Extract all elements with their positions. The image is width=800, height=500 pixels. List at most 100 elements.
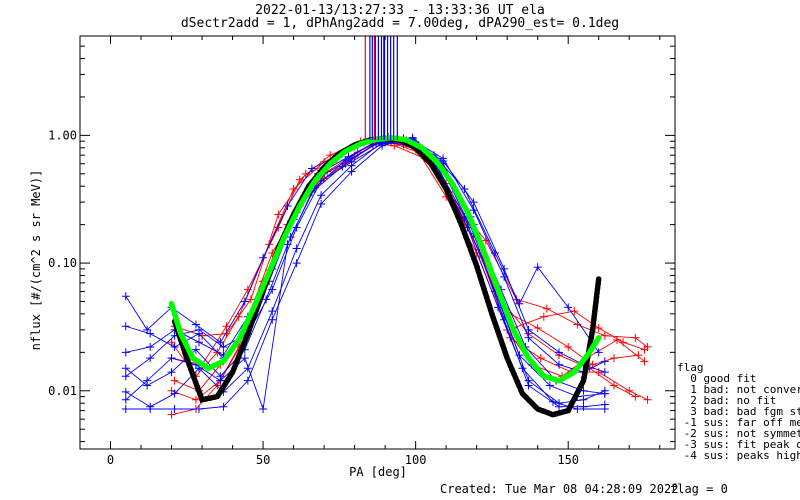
- series-point: [222, 322, 231, 331]
- flag-legend-item: 1 bad: not converge: [690, 383, 800, 396]
- series-point: [600, 389, 609, 398]
- series-point: [515, 351, 524, 360]
- series-point: [191, 395, 200, 404]
- series-point: [146, 404, 155, 413]
- series-point: [500, 272, 509, 281]
- series-point: [259, 253, 268, 262]
- series-point: [326, 151, 335, 160]
- x-axis-label: PA [deg]: [349, 465, 407, 479]
- series-point: [195, 404, 203, 413]
- series-point: [222, 329, 231, 338]
- series-point: [500, 264, 509, 273]
- series-point: [240, 354, 249, 363]
- vertical-marker-layer: [364, 36, 398, 140]
- series-point: [555, 399, 564, 408]
- y-tick-label: 0.10: [48, 256, 77, 270]
- series-point: [594, 348, 603, 357]
- series-point: [640, 357, 649, 366]
- series-point: [631, 333, 640, 342]
- series-point: [191, 320, 200, 329]
- y-tick-label: 0.01: [48, 384, 77, 398]
- series-point: [555, 360, 564, 369]
- series-point: [121, 387, 130, 396]
- series-point: [533, 263, 542, 272]
- plot-frame: [79, 35, 676, 450]
- series-point: [243, 376, 252, 385]
- series-point: [121, 404, 130, 413]
- fit-layer: [168, 134, 602, 418]
- series-point: [613, 335, 622, 344]
- created-timestamp: Created: Tue Mar 08 04:28:09 2022: [440, 482, 679, 496]
- series-point: [143, 376, 152, 385]
- series-point: [579, 402, 588, 411]
- series-point: [121, 292, 130, 301]
- series-point: [283, 240, 292, 249]
- series-point: [643, 395, 652, 404]
- series-point: [240, 297, 249, 306]
- series-point: [469, 206, 478, 215]
- series-point: [609, 354, 618, 363]
- chart-subtitle: dSectr2add = 1, dPhAng2add = 7.00deg, dP…: [180, 16, 620, 31]
- series-point: [268, 315, 277, 324]
- y-tick-label: 1.00: [48, 128, 77, 142]
- series-point: [524, 333, 533, 342]
- series-line-0: [171, 139, 639, 377]
- flag-legend: flag 0 good fit 1 bad: not converge 2 ba…: [677, 362, 800, 461]
- series-point: [524, 376, 533, 385]
- x-tick-label: 50: [256, 453, 270, 467]
- series-point: [634, 351, 643, 360]
- y-axis-label: nflux [#/(cm^2 s sr MeV)]: [29, 170, 43, 351]
- x-tick-label: 0: [107, 453, 114, 467]
- series-point: [170, 343, 179, 352]
- series-point: [347, 154, 356, 163]
- series-point: [167, 354, 176, 363]
- series-point: [600, 357, 609, 366]
- series-point: [121, 322, 130, 331]
- series-point: [542, 304, 551, 313]
- series-point: [121, 395, 130, 404]
- series-point: [579, 395, 588, 404]
- series-point: [317, 200, 326, 209]
- series-point: [283, 201, 292, 210]
- series-point: [146, 329, 155, 338]
- fit-curve-green: [168, 134, 602, 384]
- flag-legend-item: -4 sus: peaks high var: [683, 449, 800, 462]
- series-point: [262, 295, 271, 304]
- series-point: [292, 259, 301, 268]
- axes-layer: 0 50 100 150 0.01 0.10 1.00: [48, 35, 676, 467]
- series-point: [243, 285, 252, 294]
- series-line-6: [125, 140, 600, 353]
- flag-legend-item: 3 bad: bad fgm state: [690, 405, 800, 418]
- series-point: [292, 244, 301, 253]
- series-point: [600, 368, 609, 377]
- flag-legend-item: 2 bad: no fit: [677, 394, 777, 407]
- chart-title: 2022-01-13/13:27:33 - 13:33:36 UT ela: [255, 3, 545, 18]
- series-line-1: [171, 140, 645, 366]
- series-point: [274, 210, 283, 219]
- series-line-3: [174, 142, 648, 348]
- x-tick-label: 150: [557, 453, 579, 467]
- series-point: [146, 343, 155, 352]
- series-point: [170, 389, 179, 398]
- series-point: [439, 156, 448, 165]
- series-point: [600, 400, 609, 409]
- series-point: [246, 295, 255, 304]
- series-point: [539, 312, 548, 321]
- fit-curve-black: [171, 135, 602, 418]
- flag-legend-item: -3 sus: fit peak off 90: [683, 438, 800, 451]
- series-point: [631, 392, 640, 401]
- series-line-11: [125, 139, 606, 377]
- x-tick-label: 100: [405, 453, 427, 467]
- series-point: [536, 354, 545, 363]
- flag-value: flag = 0: [670, 482, 728, 496]
- series-point: [170, 404, 179, 413]
- series-point: [268, 285, 277, 294]
- series-point: [121, 372, 130, 381]
- series-point: [573, 404, 582, 413]
- series-point: [121, 348, 130, 357]
- series-point: [195, 325, 203, 334]
- series-point: [170, 376, 179, 385]
- series-point: [600, 331, 609, 340]
- series-point: [555, 348, 564, 357]
